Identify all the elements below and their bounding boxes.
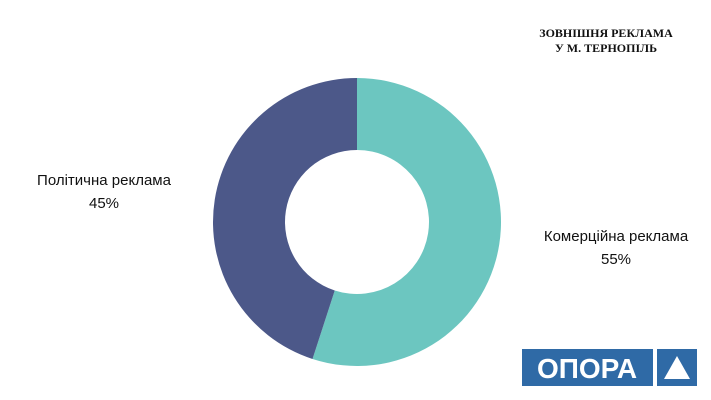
slice-label: Комерційна реклама — [544, 228, 689, 245]
value-label: 45% — [89, 195, 119, 212]
chart-title: ЗОВНІШНЯ РЕКЛАМА — [539, 26, 673, 40]
slice-label: Політична реклама — [37, 172, 172, 189]
logo-text: ОПОРА — [537, 353, 637, 384]
chart-title: У М. ТЕРНОПІЛЬ — [555, 41, 657, 55]
value-label: 55% — [601, 251, 631, 268]
logo-icon — [664, 356, 690, 379]
logo-box — [522, 349, 653, 386]
logo: ОПОРА — [522, 349, 697, 386]
donut-slice — [213, 78, 357, 359]
donut-slice — [312, 78, 502, 367]
